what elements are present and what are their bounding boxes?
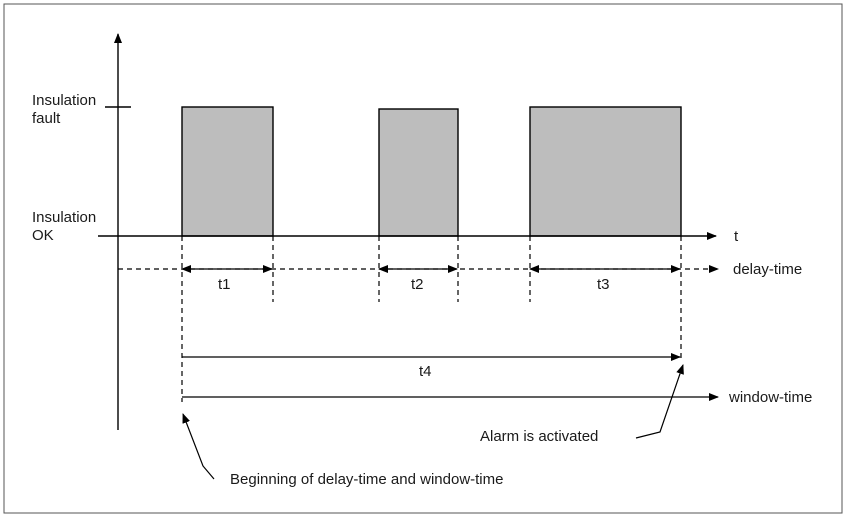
fault-pulse-3 <box>529 106 682 237</box>
fault-label-line1: Insulation <box>32 92 96 109</box>
alarm-pointer <box>635 364 684 439</box>
fault-pulse-2 <box>378 108 459 237</box>
beginning-pointer <box>182 413 215 480</box>
delay-time-label: delay-time <box>733 261 802 278</box>
beginning-annotation: Beginning of delay-time and window-time <box>230 471 503 488</box>
t2-label: t2 <box>411 276 424 293</box>
window-time-label: window-time <box>728 389 812 406</box>
fault-label-line2: fault <box>32 110 61 127</box>
ok-label-line2: OK <box>32 227 54 244</box>
t3-label: t3 <box>597 276 610 293</box>
t1-label: t1 <box>218 276 231 293</box>
fault-pulse-1 <box>181 106 274 237</box>
diagram-frame <box>3 3 843 514</box>
alarm-annotation: Alarm is activated <box>480 428 598 445</box>
time-axis-label: t <box>734 228 739 245</box>
ok-label-line1: Insulation <box>32 209 96 226</box>
t4-label: t4 <box>419 363 432 380</box>
